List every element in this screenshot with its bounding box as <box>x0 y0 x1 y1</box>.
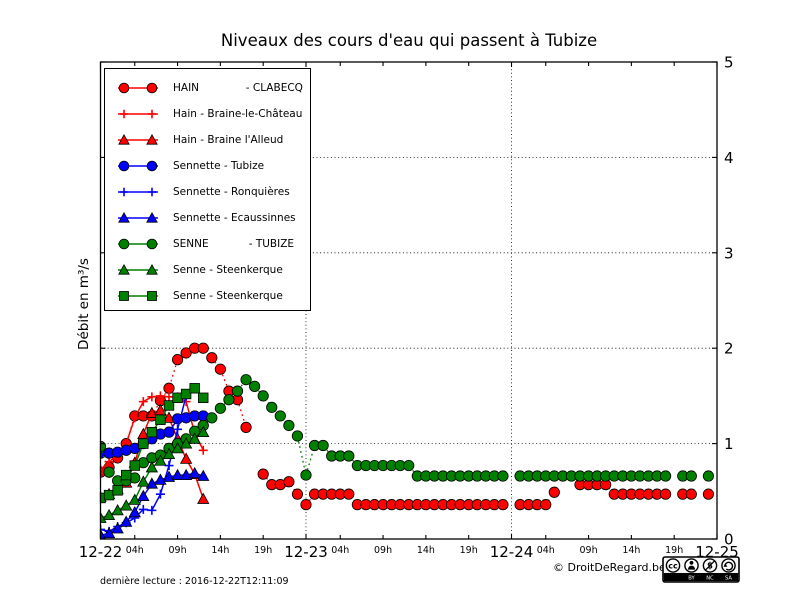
svg-text:14h: 14h <box>622 545 640 556</box>
legend-label: Senne - Steenkerque <box>173 290 283 302</box>
svg-text:12-23: 12-23 <box>284 543 328 561</box>
legend-item: Senne - Steenkerque <box>105 257 310 283</box>
svg-text:2: 2 <box>724 340 734 358</box>
triangle-marker-icon <box>118 263 158 275</box>
circle-marker-icon <box>118 238 158 250</box>
svg-text:3: 3 <box>724 244 734 262</box>
footer-timestamps: dernière lecture : 2016-12-22T12:11:09 d… <box>100 556 289 600</box>
chart-title: Niveaux des cours d'eau qui passent à Tu… <box>220 31 598 50</box>
legend-label: SENNE - TUBIZE <box>173 238 295 250</box>
legend-item: Hain - Braine-le-Château <box>105 101 310 127</box>
triangle-marker-icon <box>118 211 158 223</box>
legend-item: Sennette - Ecaussinnes <box>105 205 310 231</box>
square-marker-icon <box>118 291 158 301</box>
legend-item: Sennette - Tubize <box>105 153 310 179</box>
legend-label: Sennette - Ecaussinnes <box>173 212 296 224</box>
legend-item: HAIN - CLABECQ <box>105 75 310 101</box>
svg-text:09h: 09h <box>580 545 598 556</box>
legend-label: HAIN - CLABECQ <box>173 82 303 94</box>
legend: HAIN - CLABECQ Hain - Braine-le-Château Ha… <box>104 68 311 311</box>
svg-text:BY: BY <box>688 576 695 582</box>
svg-text:$: $ <box>707 562 713 572</box>
legend-label: Sennette - Tubize <box>173 160 265 172</box>
svg-text:04h: 04h <box>126 545 144 556</box>
copyright-text: © DroitDeRegard.be <box>553 561 666 574</box>
svg-text:04h: 04h <box>537 545 555 556</box>
legend-item: Sennette - Ronquières <box>105 179 310 205</box>
legend-item: SENNE - TUBIZE <box>105 231 310 257</box>
legend-label: Senne - Steenkerque <box>173 264 283 276</box>
triangle-marker-icon <box>118 133 158 145</box>
svg-text:14h: 14h <box>211 545 229 556</box>
legend-label: Hain - Braine-le-Château <box>173 108 303 120</box>
svg-text:NC: NC <box>706 576 714 582</box>
last-read-text: dernière lecture : 2016-12-22T12:11:09 <box>100 576 289 587</box>
svg-text:09h: 09h <box>169 545 187 556</box>
svg-text:1: 1 <box>724 435 734 453</box>
svg-text:19h: 19h <box>460 545 478 556</box>
cc-badge-icon: cc $ BY NC SA <box>662 556 740 583</box>
plus-marker-icon <box>118 109 158 119</box>
legend-item: Senne - Steenkerque <box>105 283 310 309</box>
y-axis-label: Débit en m³/s <box>76 258 92 350</box>
svg-text:09h: 09h <box>374 545 392 556</box>
svg-text:cc: cc <box>668 561 678 570</box>
svg-text:19h: 19h <box>665 545 683 556</box>
svg-text:19h: 19h <box>254 545 272 556</box>
circle-marker-icon <box>118 82 158 94</box>
svg-text:12-24: 12-24 <box>490 543 534 561</box>
svg-text:04h: 04h <box>331 545 349 556</box>
svg-text:12-22: 12-22 <box>79 543 123 561</box>
legend-label: Sennette - Ronquières <box>173 186 290 198</box>
svg-text:0: 0 <box>724 531 734 549</box>
legend-label: Hain - Braine l'Alleud <box>173 134 284 146</box>
svg-text:5: 5 <box>724 54 734 72</box>
plus-marker-icon <box>118 187 158 197</box>
svg-text:14h: 14h <box>417 545 435 556</box>
svg-text:SA: SA <box>725 576 732 582</box>
circle-marker-icon <box>118 160 158 172</box>
cc-license-badge: cc $ BY NC SA <box>662 556 740 587</box>
legend-item: Hain - Braine l'Alleud <box>105 127 310 153</box>
svg-text:4: 4 <box>724 149 734 167</box>
